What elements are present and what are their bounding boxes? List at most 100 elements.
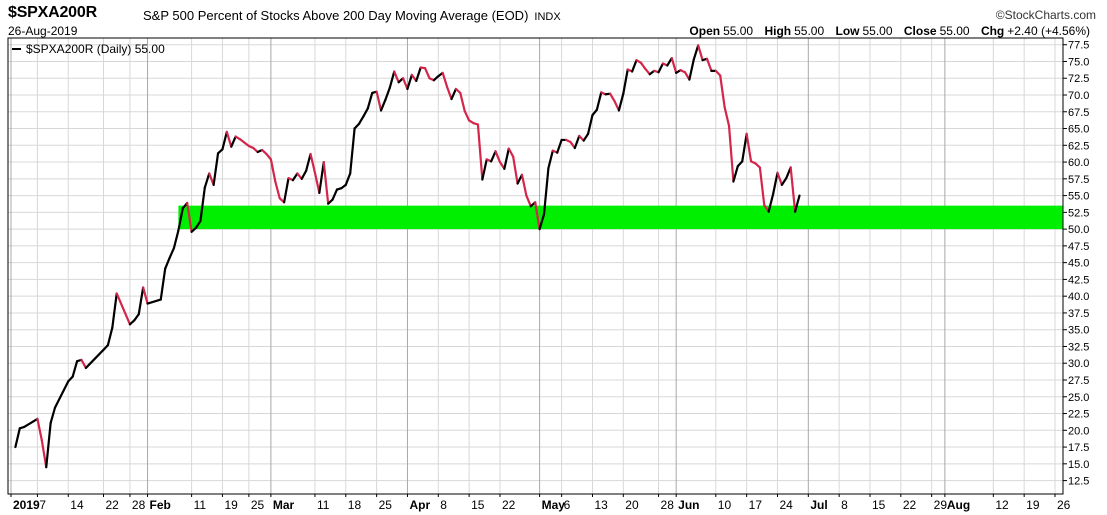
- series-segment: [186, 201, 193, 233]
- series-segment: [366, 91, 374, 110]
- x-tick-label: 2019: [13, 498, 40, 512]
- x-tick-label: May: [542, 498, 566, 512]
- series-segment: [309, 152, 317, 174]
- y-tick-label: 47.5: [1068, 241, 1089, 253]
- series-segment: [446, 85, 453, 101]
- series-segment: [177, 207, 184, 232]
- series-segment: [534, 201, 541, 231]
- x-tick-label: 22: [502, 498, 516, 512]
- series-segment: [789, 166, 797, 213]
- series-segment: [459, 91, 466, 113]
- series-segment: [283, 177, 290, 204]
- y-tick-label: 12.5: [1068, 476, 1089, 488]
- series-segment: [723, 105, 731, 127]
- series-segment: [40, 439, 48, 469]
- series-segment: [525, 194, 532, 208]
- x-tick-label: 26: [1057, 498, 1071, 512]
- description-text: S&P 500 Percent of Stocks Above 200 Day …: [143, 8, 529, 23]
- series-segment: [142, 286, 149, 305]
- chart-header: $SPXA200R S&P 500 Percent of Stocks Abov…: [8, 3, 1100, 38]
- series-segment: [512, 155, 519, 185]
- x-tick-label: 12: [995, 498, 1009, 512]
- x-tick-label: Jun: [678, 498, 699, 512]
- x-tick-label: 8: [841, 498, 848, 512]
- series-segment: [362, 107, 369, 118]
- series-segment: [688, 58, 695, 81]
- series-segment: [538, 213, 546, 231]
- x-tick-label: 13: [594, 498, 608, 512]
- close-value: 55.00: [939, 24, 970, 38]
- x-tick-label: 18: [348, 498, 362, 512]
- series-segment: [349, 127, 356, 175]
- y-tick-label: 40.0: [1068, 291, 1089, 303]
- x-tick-label: 19: [1026, 498, 1040, 512]
- x-tick-label: 15: [471, 498, 485, 512]
- y-tick-label: 52.5: [1068, 207, 1089, 219]
- y-tick-label: 15.0: [1068, 459, 1089, 471]
- series-segment: [415, 66, 422, 83]
- high-label: High: [764, 24, 792, 38]
- series-segment: [441, 71, 449, 89]
- high-value: 55.00: [794, 24, 825, 38]
- series-segment: [379, 98, 387, 112]
- series-segment: [80, 358, 87, 370]
- series-segment: [274, 180, 281, 200]
- highlight-band: [178, 205, 1064, 230]
- y-tick-label: 55.0: [1068, 191, 1089, 203]
- legend-text: $SPXA200R (Daily) 55.00: [26, 42, 165, 56]
- y-tick-label: 45.0: [1068, 258, 1089, 270]
- x-tick-label: 11: [194, 498, 207, 512]
- y-tick-label: 50.0: [1068, 224, 1089, 236]
- x-axis: 2019 7 14 22 28 Feb 11 19 25 Mar 11 18 25 Apr 8 15 22 May…: [10, 494, 1071, 512]
- x-tick-label: Apr: [409, 498, 430, 512]
- series-segment: [401, 77, 409, 91]
- series-segment: [238, 138, 250, 148]
- series-segment: [203, 172, 211, 189]
- x-tick-label: 29: [934, 498, 948, 512]
- series-segment: [111, 292, 118, 329]
- x-tick-label: 14: [70, 498, 84, 512]
- series-segment: [450, 87, 458, 101]
- x-tick-label: 28: [661, 498, 675, 512]
- series-segment: [49, 406, 57, 425]
- series-segment: [14, 427, 21, 449]
- series-segment: [172, 229, 180, 249]
- grid-lines: [8, 38, 1063, 494]
- low-value: 55.00: [862, 24, 893, 38]
- series-segment: [393, 70, 400, 84]
- x-tick-label: 25: [379, 498, 393, 512]
- y-tick-label: 60.0: [1068, 157, 1089, 169]
- y-tick-label: 25.0: [1068, 392, 1089, 404]
- x-tick-label: Feb: [150, 498, 171, 512]
- y-tick-label: 65.0: [1068, 124, 1089, 136]
- chg-value: +2.40 (+4.56%): [1007, 24, 1090, 38]
- series-segment: [463, 109, 471, 122]
- brand-name: StockCharts.com: [1004, 8, 1096, 22]
- series-segment: [375, 90, 383, 112]
- series-segment: [423, 67, 431, 80]
- y-tick-label: 62.5: [1068, 140, 1089, 152]
- series-segment: [794, 194, 801, 213]
- series-segment: [146, 298, 162, 305]
- series-segment: [269, 158, 277, 183]
- series-segment: [221, 130, 228, 151]
- series-segment: [631, 59, 638, 73]
- series-segment: [732, 164, 739, 183]
- close-label: Close: [903, 24, 937, 38]
- series-segment: [503, 147, 510, 170]
- series-segment: [406, 73, 413, 91]
- series-segment: [384, 86, 391, 101]
- series-segment: [71, 360, 79, 378]
- series-segment: [780, 177, 788, 186]
- series-segment: [507, 147, 515, 158]
- x-tick-label: 10: [718, 498, 732, 512]
- open-label: Open: [689, 24, 721, 38]
- series-segment: [344, 172, 352, 186]
- series-segment: [741, 132, 748, 163]
- x-tick-label: Mar: [273, 498, 295, 512]
- series-segment: [313, 171, 321, 195]
- series-segment: [388, 70, 396, 89]
- series-segment: [719, 74, 726, 109]
- series-segment: [300, 169, 308, 180]
- x-tick-label: Jul: [810, 498, 827, 512]
